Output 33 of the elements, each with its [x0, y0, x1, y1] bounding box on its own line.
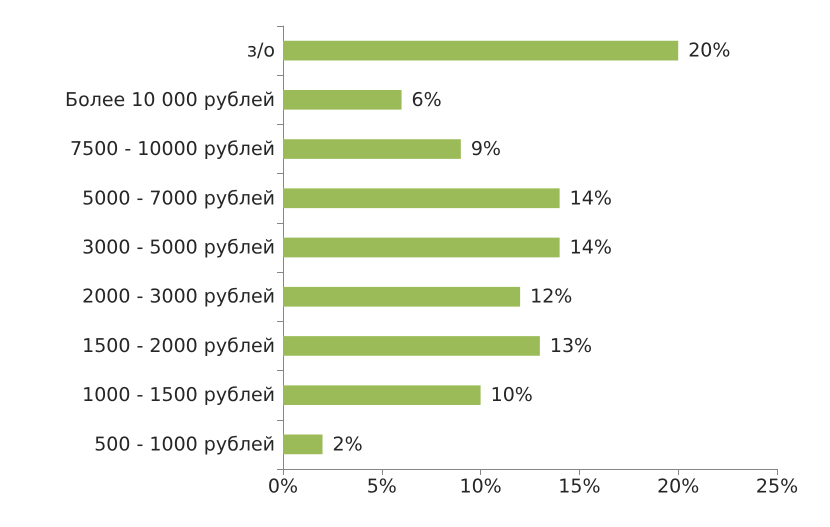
x-tick-label: 25%: [756, 476, 798, 498]
y-tick-label: 7500 - 10000 рублей: [70, 138, 275, 160]
bar: [283, 434, 323, 454]
x-tick-label: 15%: [558, 476, 601, 498]
data-label: 12%: [530, 286, 572, 308]
x-tick-label: 10%: [459, 476, 502, 498]
y-tick-label: 500 - 1000 рублей: [94, 433, 275, 456]
bar: [283, 90, 402, 110]
bar: [283, 385, 481, 406]
y-tick-label: 1500 - 2000 рублей: [82, 334, 275, 357]
data-label: 10%: [490, 384, 533, 406]
data-label: 14%: [570, 236, 612, 258]
y-tick-label: 3000 - 5000 рублей: [82, 236, 275, 258]
data-label: 13%: [550, 334, 592, 357]
data-label: 6%: [412, 88, 442, 111]
x-tick-label: 0%: [268, 476, 298, 498]
y-tick-label: Более 10 000 рублей: [65, 88, 275, 111]
data-label: 14%: [570, 187, 612, 210]
y-tick-label: з/о: [246, 40, 275, 62]
bar: [283, 286, 520, 307]
y-tick-label: 2000 - 3000 рублей: [82, 286, 275, 308]
bar: [283, 139, 461, 159]
x-tick-label: 20%: [657, 476, 700, 498]
data-label: 2%: [332, 433, 363, 456]
bar: [283, 238, 560, 258]
x-tick-label: 5%: [366, 476, 397, 498]
y-tick-label: 5000 - 7000 рублей: [82, 187, 275, 210]
bar: [283, 336, 540, 356]
data-label: 9%: [470, 138, 501, 160]
bar: [283, 40, 678, 60]
bar: [283, 188, 560, 208]
data-label: 20%: [688, 40, 730, 62]
y-tick-label: 1000 - 1500 рублей: [82, 384, 275, 406]
